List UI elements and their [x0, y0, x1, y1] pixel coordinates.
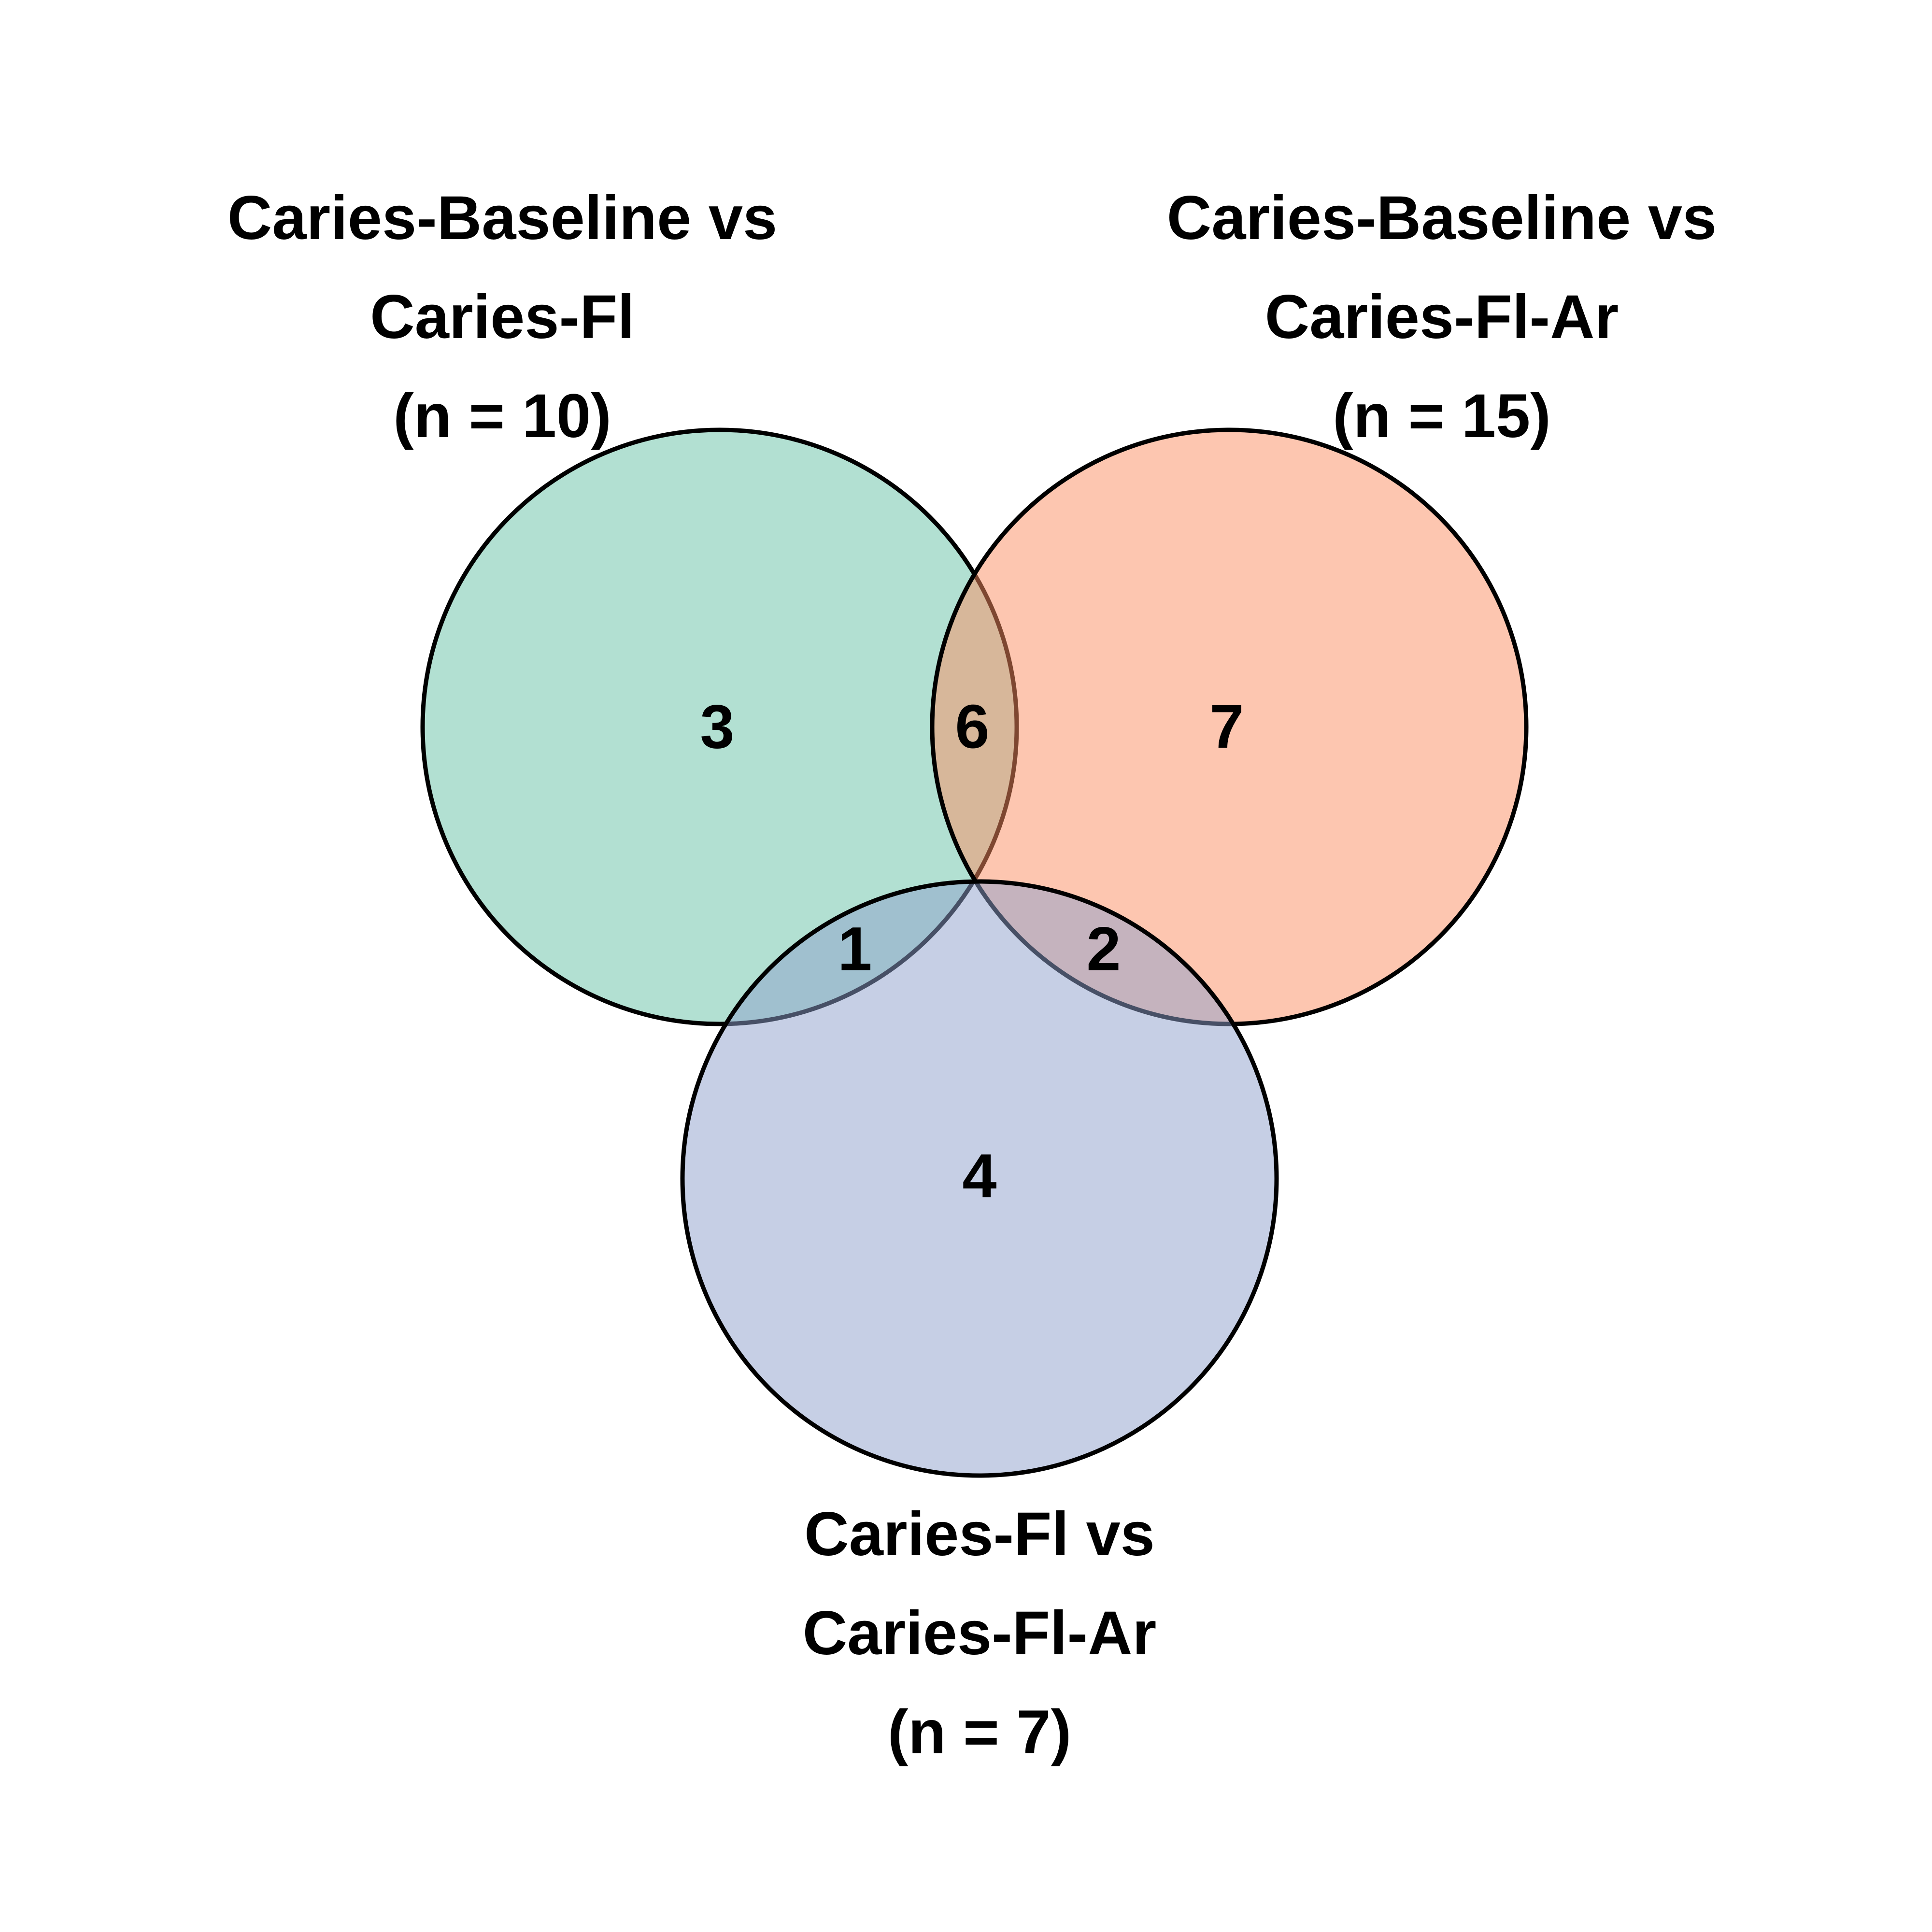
set-a-label-line-1: Caries-Baseline vs — [227, 184, 777, 253]
set-c-label-line-3: (n = 7) — [888, 1698, 1072, 1767]
region-count-a-only: 3 — [700, 693, 734, 762]
region-count-b-and-c: 2 — [1086, 915, 1121, 984]
set-b-label-line-1: Caries-Baseline vs — [1167, 184, 1717, 253]
region-count-b-only: 7 — [1209, 693, 1244, 762]
region-count-c-only: 4 — [962, 1142, 996, 1211]
set-b-label: Caries-Baseline vs Caries-Fl-Ar (n = 15) — [1167, 184, 1717, 451]
set-c-label: Caries-Fl vs Caries-Fl-Ar (n = 7) — [803, 1500, 1157, 1767]
set-c-label-line-1: Caries-Fl vs — [804, 1500, 1155, 1569]
set-a-label-line-2: Caries-Fl — [370, 283, 635, 352]
set-b-label-line-2: Caries-Fl-Ar — [1265, 283, 1619, 352]
set-b-label-line-3: (n = 15) — [1333, 382, 1551, 451]
set-a-label: Caries-Baseline vs Caries-Fl (n = 10) — [227, 184, 777, 451]
set-a-label-line-3: (n = 10) — [393, 382, 611, 451]
set-c-circle — [680, 879, 1279, 1478]
region-count-a-and-c: 1 — [838, 915, 872, 984]
region-count-a-and-b: 6 — [955, 693, 989, 762]
set-c-label-line-2: Caries-Fl-Ar — [803, 1599, 1157, 1668]
